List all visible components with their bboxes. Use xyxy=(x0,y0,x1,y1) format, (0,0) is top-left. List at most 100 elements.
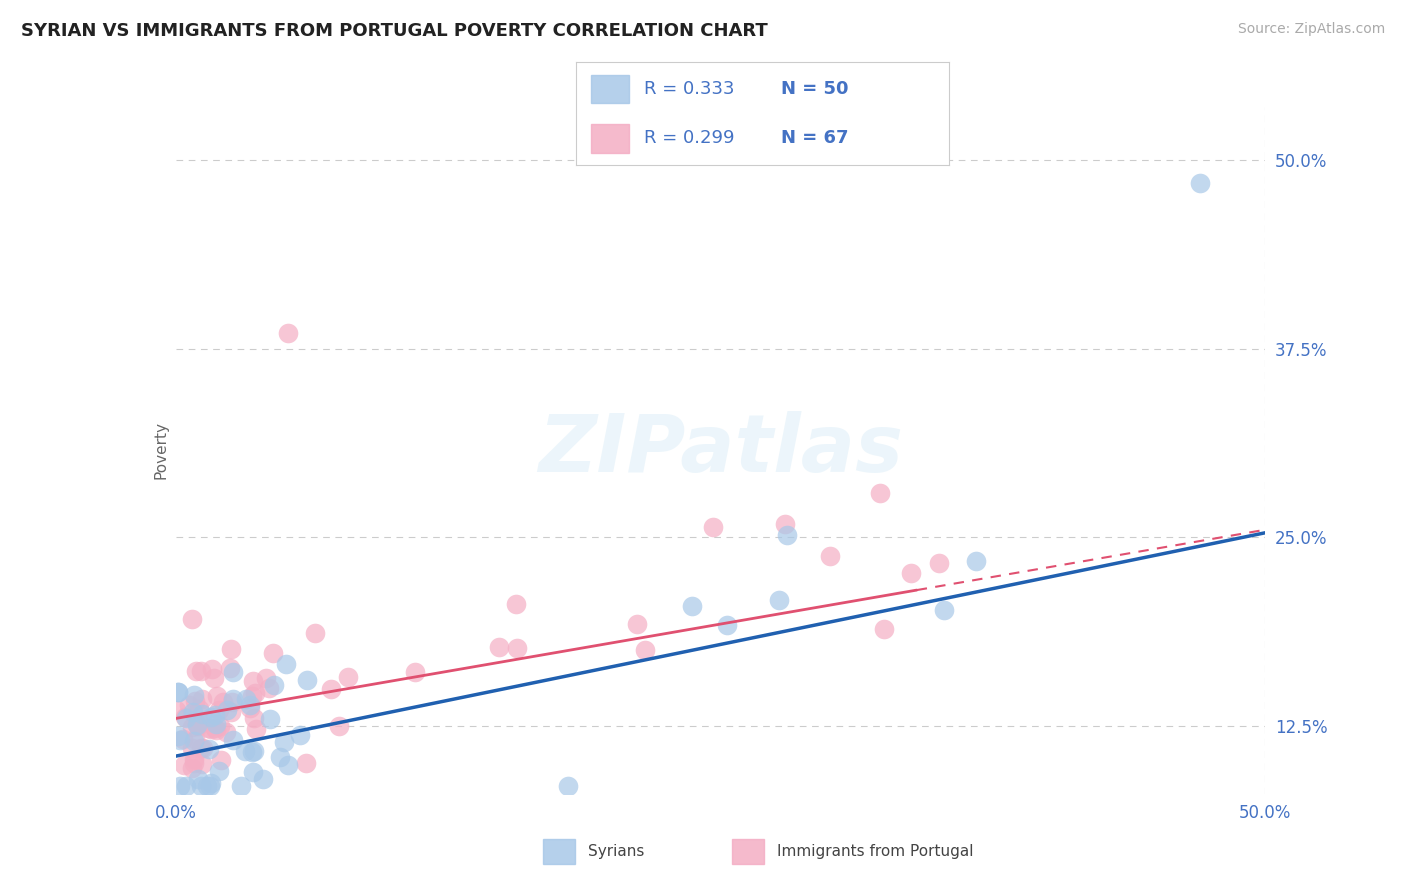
Point xyxy=(181,761,204,775)
Point xyxy=(259,712,281,726)
Point xyxy=(231,780,253,794)
Point xyxy=(181,612,204,626)
Point xyxy=(188,715,211,730)
Point xyxy=(252,772,274,786)
Point xyxy=(337,670,360,684)
Point xyxy=(184,664,207,678)
Point xyxy=(186,719,209,733)
Point xyxy=(190,741,212,756)
Point xyxy=(204,716,226,731)
Point xyxy=(276,657,298,672)
Point xyxy=(173,758,195,772)
Text: R = 0.299: R = 0.299 xyxy=(644,129,734,147)
Point xyxy=(776,528,799,542)
Point xyxy=(716,618,738,632)
Point xyxy=(212,695,235,709)
Point xyxy=(186,772,209,786)
Text: N = 50: N = 50 xyxy=(782,80,849,98)
Point xyxy=(773,517,796,532)
Point xyxy=(186,718,208,732)
Point xyxy=(183,694,205,708)
Point xyxy=(204,723,226,737)
Point xyxy=(183,688,205,702)
Point xyxy=(219,705,242,719)
Point xyxy=(304,625,326,640)
Point xyxy=(277,758,299,772)
Point xyxy=(702,520,724,534)
Point xyxy=(768,593,790,607)
Point xyxy=(626,617,648,632)
Point xyxy=(219,641,242,656)
Point xyxy=(239,701,262,715)
Point xyxy=(222,665,245,679)
Point xyxy=(404,665,426,679)
Point xyxy=(208,719,231,733)
Point xyxy=(191,707,214,722)
Point xyxy=(254,671,277,685)
Point xyxy=(204,707,226,722)
Text: Source: ZipAtlas.com: Source: ZipAtlas.com xyxy=(1237,22,1385,37)
Point xyxy=(243,744,266,758)
Point xyxy=(200,709,222,723)
Point xyxy=(239,698,262,713)
Point xyxy=(505,597,527,611)
Point xyxy=(202,671,225,685)
Point xyxy=(191,741,214,756)
Point xyxy=(262,646,284,660)
Point xyxy=(200,722,222,736)
Point xyxy=(167,685,190,699)
Y-axis label: Poverty: Poverty xyxy=(153,421,169,480)
Point xyxy=(245,686,267,700)
Point xyxy=(169,733,191,747)
Point xyxy=(242,745,264,759)
Point xyxy=(183,756,205,770)
Bar xyxy=(592,124,628,153)
Point xyxy=(181,705,204,719)
Text: R = 0.333: R = 0.333 xyxy=(644,80,734,98)
Point xyxy=(218,661,240,675)
Point xyxy=(198,741,221,756)
Point xyxy=(932,603,955,617)
Point xyxy=(928,556,950,570)
Point xyxy=(177,698,200,713)
Point xyxy=(245,723,267,737)
Point xyxy=(195,780,218,794)
Point xyxy=(186,717,208,731)
Point xyxy=(257,681,280,695)
Text: ZIPatlas: ZIPatlas xyxy=(538,411,903,490)
Point xyxy=(197,721,219,735)
Text: Immigrants from Portugal: Immigrants from Portugal xyxy=(778,845,974,859)
Point xyxy=(183,752,205,766)
Point xyxy=(277,326,299,341)
Point xyxy=(242,711,264,725)
Point xyxy=(166,685,188,699)
Point xyxy=(221,695,243,709)
Point xyxy=(235,691,257,706)
Point xyxy=(200,776,222,790)
Point xyxy=(294,756,316,770)
Point xyxy=(183,734,205,748)
Point xyxy=(205,689,228,703)
Point xyxy=(208,764,231,779)
Text: Syrians: Syrians xyxy=(588,845,644,859)
Bar xyxy=(592,75,628,103)
Point xyxy=(1189,176,1212,190)
Point xyxy=(288,728,311,742)
Point xyxy=(319,681,342,696)
Bar xyxy=(733,839,763,864)
Point xyxy=(242,764,264,779)
Point xyxy=(190,664,212,678)
Text: N = 67: N = 67 xyxy=(782,129,849,147)
Point xyxy=(263,678,285,692)
Point xyxy=(174,710,197,724)
Point xyxy=(328,719,350,733)
Point xyxy=(682,599,704,613)
Point xyxy=(557,780,579,794)
Point xyxy=(201,662,224,676)
Point xyxy=(180,741,202,756)
Point xyxy=(174,780,197,794)
Point xyxy=(634,643,657,657)
Point xyxy=(211,753,233,767)
Point xyxy=(169,780,191,794)
Point xyxy=(235,744,257,758)
